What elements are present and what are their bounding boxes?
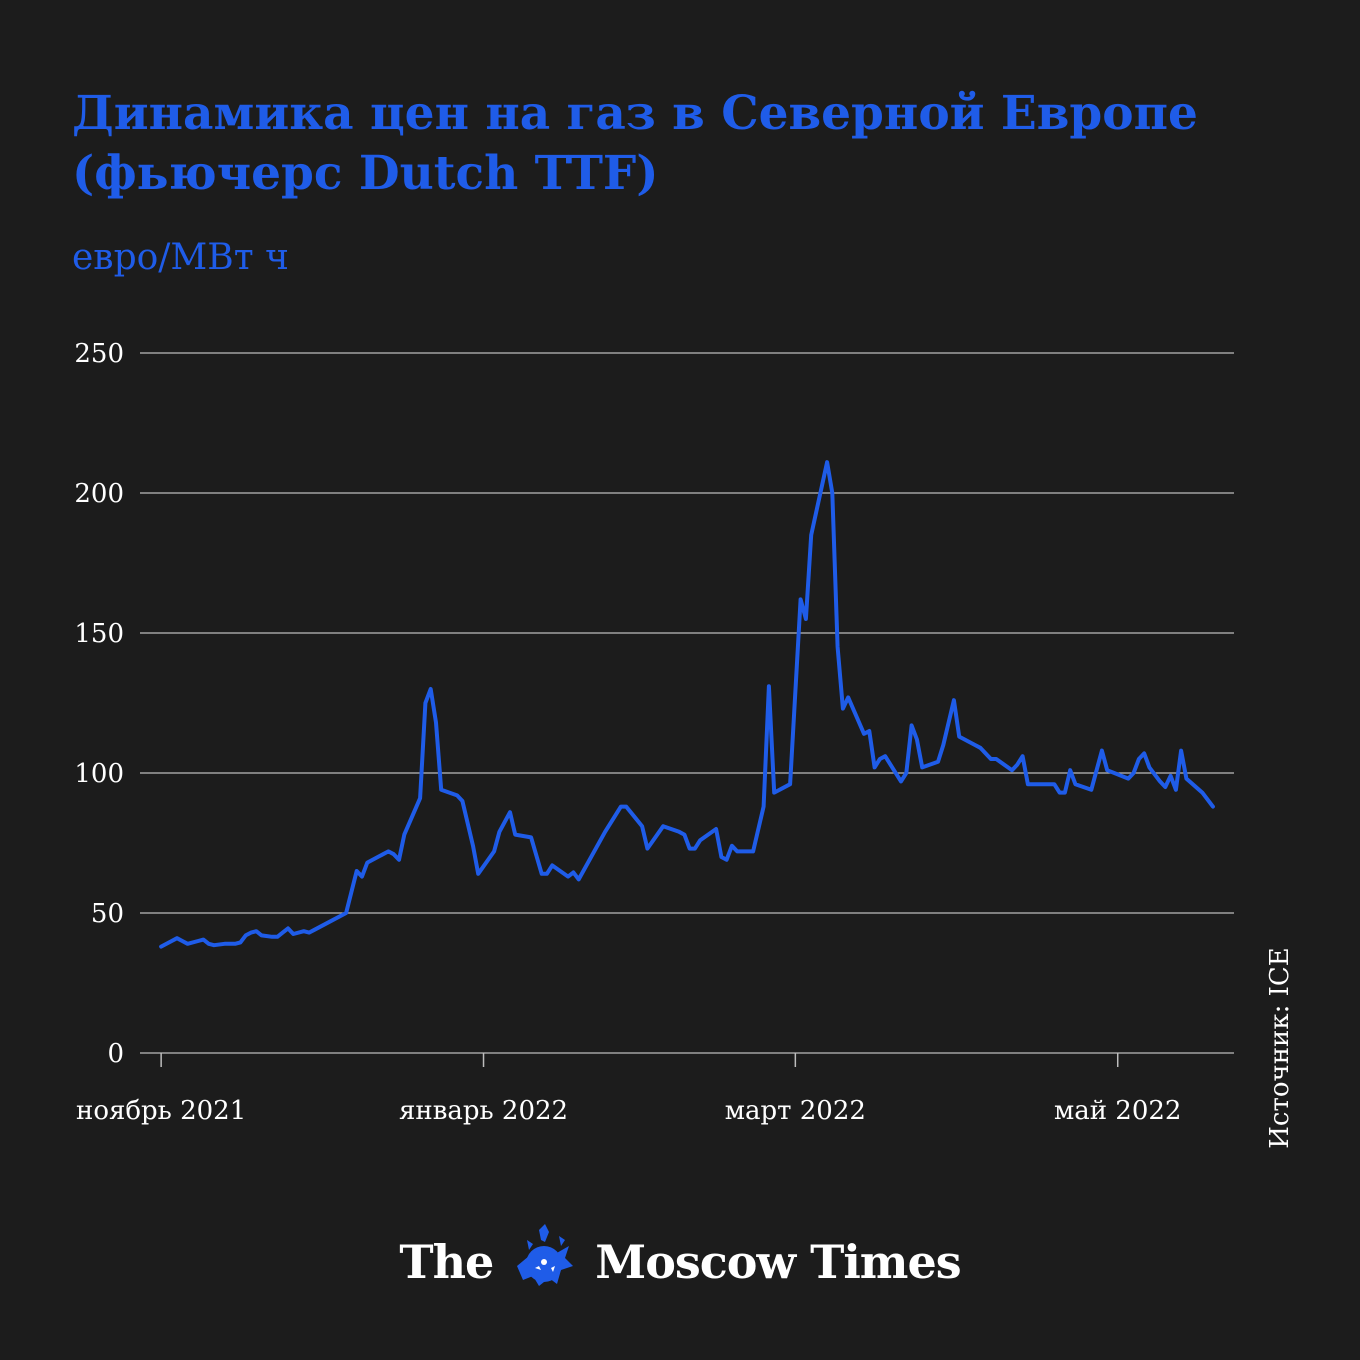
x-tick-label: март 2022 [725, 1096, 866, 1126]
x-tick-label: май 2022 [1054, 1096, 1182, 1126]
series-points [161, 462, 1213, 947]
y-tick-label: 250 [74, 339, 124, 369]
y-tick-label: 150 [74, 619, 124, 649]
grid-lines [140, 352, 1234, 1054]
source-note: Источник: ICE [1265, 947, 1295, 1149]
logo-text-moscow-times: Moscow Times [595, 1235, 961, 1289]
y-tick-label: 50 [91, 899, 124, 929]
series-layer [159, 460, 1215, 949]
chart-subtitle-unit: евро/МВт ч [72, 237, 289, 278]
publisher-logo: The Moscow Times [0, 1222, 1360, 1302]
y-tick-label: 200 [74, 479, 124, 509]
x-tick-label: январь 2022 [399, 1096, 568, 1126]
y-axis: 0 50 100 150 200 250 [74, 339, 124, 1069]
series-line-ttf [159, 460, 1215, 949]
chart-title: Динамика цен на газ в Северной Европе (ф… [72, 86, 1198, 201]
logo-text-the: The [399, 1235, 494, 1289]
x-axis: ноябрь 2021 январь 2022 март 2022 май 2022 [76, 1053, 1181, 1126]
y-tick-label: 100 [74, 759, 124, 789]
y-tick-label: 0 [107, 1039, 124, 1069]
x-tick-label: ноябрь 2021 [76, 1096, 246, 1126]
horseman-emblem-icon [499, 1222, 589, 1302]
